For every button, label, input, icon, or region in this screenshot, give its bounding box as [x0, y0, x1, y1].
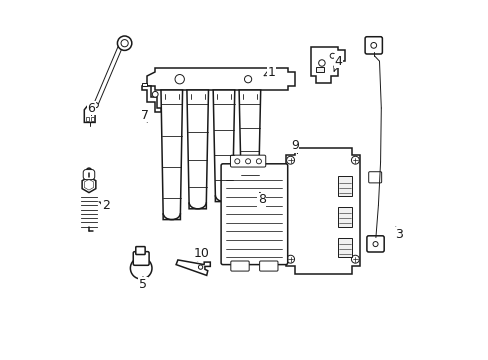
FancyBboxPatch shape: [86, 117, 89, 121]
Text: 4: 4: [333, 55, 341, 71]
FancyBboxPatch shape: [230, 261, 249, 271]
Text: 3: 3: [395, 227, 403, 240]
FancyBboxPatch shape: [230, 155, 265, 167]
Polygon shape: [82, 177, 96, 193]
Circle shape: [175, 75, 184, 84]
Circle shape: [351, 156, 359, 164]
Polygon shape: [285, 148, 359, 274]
Circle shape: [286, 255, 294, 263]
Circle shape: [244, 76, 251, 83]
Text: 2: 2: [99, 199, 110, 212]
Polygon shape: [93, 46, 122, 107]
Circle shape: [318, 60, 325, 66]
Circle shape: [372, 242, 377, 247]
Polygon shape: [84, 106, 95, 122]
Text: 10: 10: [193, 247, 209, 261]
Polygon shape: [186, 90, 208, 209]
Circle shape: [198, 265, 203, 269]
Circle shape: [117, 36, 132, 50]
Polygon shape: [337, 238, 352, 257]
FancyBboxPatch shape: [133, 252, 149, 265]
Text: 6: 6: [87, 102, 95, 115]
Text: 1: 1: [264, 66, 275, 78]
Circle shape: [256, 159, 261, 164]
Text: 9: 9: [290, 139, 298, 153]
Circle shape: [86, 168, 91, 173]
FancyBboxPatch shape: [83, 170, 95, 180]
Polygon shape: [142, 83, 146, 86]
Circle shape: [234, 159, 239, 164]
Circle shape: [130, 257, 152, 279]
Text: 8: 8: [257, 192, 265, 206]
Polygon shape: [310, 47, 345, 83]
Text: 7: 7: [141, 109, 149, 122]
FancyBboxPatch shape: [91, 117, 94, 121]
Polygon shape: [142, 86, 161, 112]
Circle shape: [245, 159, 250, 164]
Polygon shape: [84, 179, 94, 190]
Circle shape: [93, 103, 98, 108]
FancyBboxPatch shape: [259, 261, 277, 271]
FancyBboxPatch shape: [366, 236, 384, 252]
Circle shape: [286, 156, 294, 164]
Circle shape: [121, 40, 128, 47]
Circle shape: [329, 53, 335, 58]
Circle shape: [152, 91, 158, 97]
Polygon shape: [176, 260, 210, 275]
Polygon shape: [213, 90, 234, 202]
Polygon shape: [337, 176, 352, 196]
FancyBboxPatch shape: [136, 247, 145, 255]
Polygon shape: [239, 90, 260, 196]
FancyBboxPatch shape: [221, 164, 287, 265]
FancyBboxPatch shape: [368, 172, 381, 183]
Polygon shape: [337, 207, 352, 227]
Polygon shape: [147, 68, 294, 90]
Polygon shape: [161, 90, 182, 220]
FancyBboxPatch shape: [365, 37, 382, 54]
Polygon shape: [316, 67, 323, 72]
Circle shape: [370, 42, 376, 48]
Circle shape: [351, 255, 359, 263]
Text: 5: 5: [139, 277, 147, 291]
